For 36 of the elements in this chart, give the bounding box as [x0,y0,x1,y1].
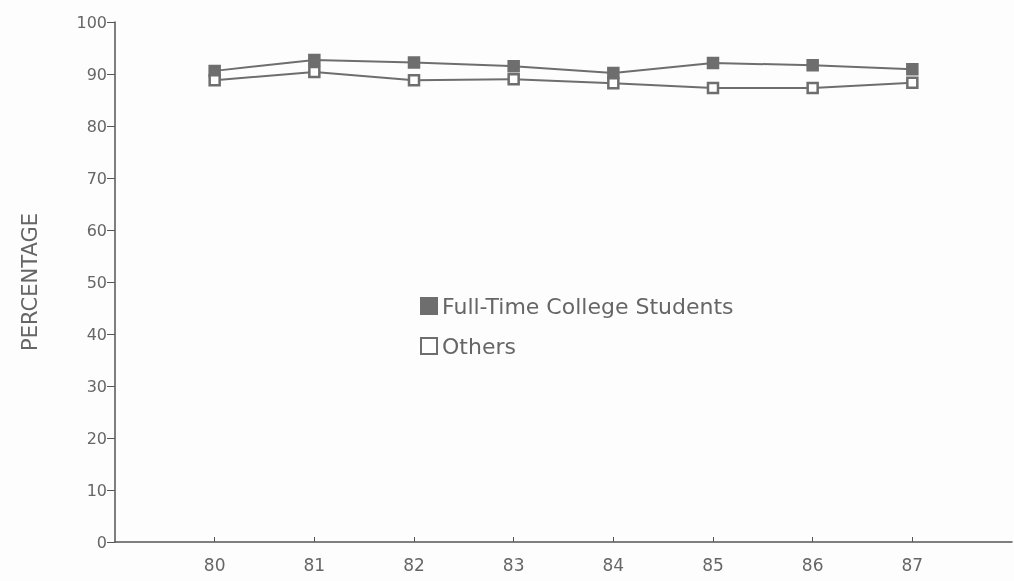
point [806,81,819,95]
y-tick-label: 60 [86,220,107,240]
point [706,56,720,70]
y-tick-label: 30 [86,376,107,396]
y-tick-label: 80 [86,116,107,136]
point [706,81,720,95]
point [806,58,819,72]
point [906,63,919,76]
y-tick-label: 70 [86,168,107,188]
x-tick-label: 81 [303,554,326,575]
x-tick-label: 83 [502,554,525,575]
point [407,73,421,87]
point [906,76,919,90]
x-tick-label: 86 [801,554,824,575]
legend-label: Others [442,333,516,359]
point [407,56,421,69]
point [308,65,321,79]
y-tick-label: 0 [96,532,107,552]
point [208,73,221,87]
x-tick-label: 84 [602,554,625,575]
y-axis-title: PERCENTAGE [17,213,42,351]
legend-label: Full-Time College Students [442,293,734,319]
y-tick-label: 100 [76,12,107,32]
y-tick-label: 40 [86,324,107,344]
point [507,72,520,86]
x-tick-label: 87 [901,554,924,575]
y-tick-label: 50 [86,272,107,292]
x-tick-label: 80 [203,554,226,575]
y-tick-label: 90 [86,64,107,84]
point [507,59,520,73]
x-tick-label: 85 [702,554,724,575]
y-tick-label: 10 [86,480,107,500]
point [607,77,620,90]
point [308,53,321,67]
y-tick-label: 20 [86,428,107,448]
x-tick-label: 82 [403,554,425,575]
